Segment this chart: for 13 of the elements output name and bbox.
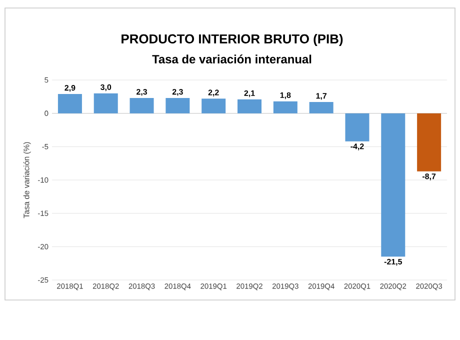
chart-title: PRODUCTO INTERIOR BRUTO (PIB) bbox=[122, 34, 343, 46]
bar bbox=[309, 102, 334, 114]
bar bbox=[273, 101, 298, 114]
bar bbox=[345, 113, 370, 142]
bar bbox=[166, 98, 190, 114]
bar bbox=[202, 98, 226, 114]
bar bbox=[381, 113, 406, 257]
bar bbox=[417, 113, 442, 172]
bar bbox=[238, 99, 262, 114]
chart-subtitle: Tasa de variación interanual bbox=[152, 54, 312, 64]
bar bbox=[94, 93, 118, 114]
bar bbox=[58, 94, 82, 114]
bar bbox=[130, 98, 154, 114]
